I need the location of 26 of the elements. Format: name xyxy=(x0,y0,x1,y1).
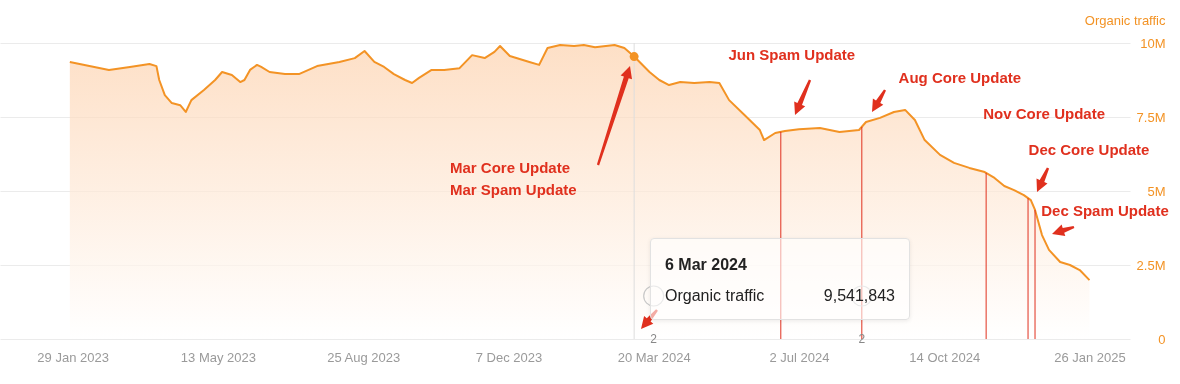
x-tick-label: 14 Oct 2024 xyxy=(909,349,981,365)
y-tick-label: 0 xyxy=(1158,331,1166,347)
y-axis-title: Organic traffic xyxy=(1084,12,1166,28)
x-tick-label: 26 Jan 2025 xyxy=(1054,349,1126,365)
annotation: Mar Spam Update xyxy=(450,181,577,198)
ref-line-label: Aug Core Update xyxy=(898,69,1022,86)
y-tick-label: 7.5M xyxy=(1136,109,1166,125)
x-tick-label: 13 May 2023 xyxy=(180,349,256,365)
x-tick-label: 7 Dec 2023 xyxy=(475,349,543,365)
ref-line-label: Dec Core Update xyxy=(1028,141,1150,158)
annotation: 6 Mar 2024 xyxy=(665,256,747,274)
x-tick-label: 20 Mar 2024 xyxy=(617,349,691,365)
y-tick-label: 5M xyxy=(1147,183,1166,199)
annotation: Mar Core Update xyxy=(450,159,571,176)
ref-line-label: Dec Spam Update xyxy=(1041,202,1169,219)
ref-line-label: Jun Spam Update xyxy=(728,46,856,63)
annotation: Organic traffic xyxy=(665,287,765,305)
x-tick-label: 29 Jan 2023 xyxy=(37,349,109,365)
annotation: 2 xyxy=(858,332,866,346)
ref-line-label: Nov Core Update xyxy=(983,105,1105,122)
annotation: 2 xyxy=(650,332,658,346)
y-tick-label: 10M xyxy=(1140,35,1166,51)
y-tick-label: 2.5M xyxy=(1136,257,1166,273)
x-tick-label: 25 Aug 2023 xyxy=(327,349,401,365)
x-tick-label: 2 Jul 2024 xyxy=(769,349,830,365)
annotation: 9,541,843 xyxy=(823,287,895,305)
